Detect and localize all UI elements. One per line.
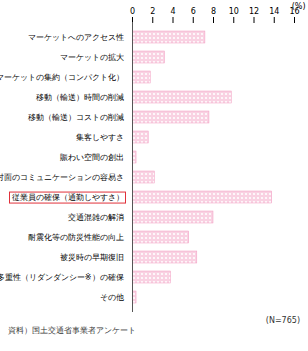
- svg-text:多重性（リダンダンシー※）の確保: 多重性（リダンダンシー※）の確保: [0, 273, 124, 282]
- svg-text:8: 8: [211, 7, 216, 16]
- svg-text:0: 0: [130, 7, 135, 16]
- svg-text:集客しやすさ: 集客しやすさ: [76, 133, 124, 142]
- svg-text:マーケットの拡大: マーケットの拡大: [60, 53, 124, 62]
- svg-text:10: 10: [229, 7, 239, 16]
- svg-text:マーケットへのアクセス性: マーケットへのアクセス性: [28, 33, 124, 42]
- svg-text:移動（輸送）コストの削減: 移動（輸送）コストの削減: [28, 113, 124, 122]
- svg-text:2: 2: [150, 7, 155, 16]
- svg-text:従業員の確保（通勤しやすさ）: 従業員の確保（通勤しやすさ）: [12, 193, 124, 202]
- svg-text:交通混雑の解消: 交通混雑の解消: [68, 213, 124, 222]
- svg-text:マーケットの集約（コンパクト化）: マーケットの集約（コンパクト化）: [0, 73, 124, 82]
- svg-text:耐震化等の防災性能の向上: 耐震化等の防災性能の向上: [28, 233, 124, 242]
- svg-text:移動（輸送）時間の削減: 移動（輸送）時間の削減: [36, 93, 124, 102]
- svg-text:賑わい空間の創出: 賑わい空間の創出: [60, 153, 124, 162]
- svg-text:6: 6: [191, 7, 196, 16]
- svg-text:4: 4: [170, 7, 175, 16]
- svg-text:12: 12: [249, 7, 259, 16]
- svg-text:対面のコミュニケーションの容易さ: 対面のコミュニケーションの容易さ: [0, 173, 124, 182]
- svg-text:その他: その他: [100, 293, 124, 302]
- html-text:(N=765): (N=765): [265, 316, 300, 325]
- svg-text:(%): (%): [292, 2, 306, 11]
- html-text:資料）国土交通省事業者アンケート: 資料）国土交通省事業者アンケート: [8, 326, 136, 335]
- svg-text:被災時の早期復旧: 被災時の早期復旧: [60, 253, 124, 262]
- svg-text:14: 14: [269, 7, 279, 16]
